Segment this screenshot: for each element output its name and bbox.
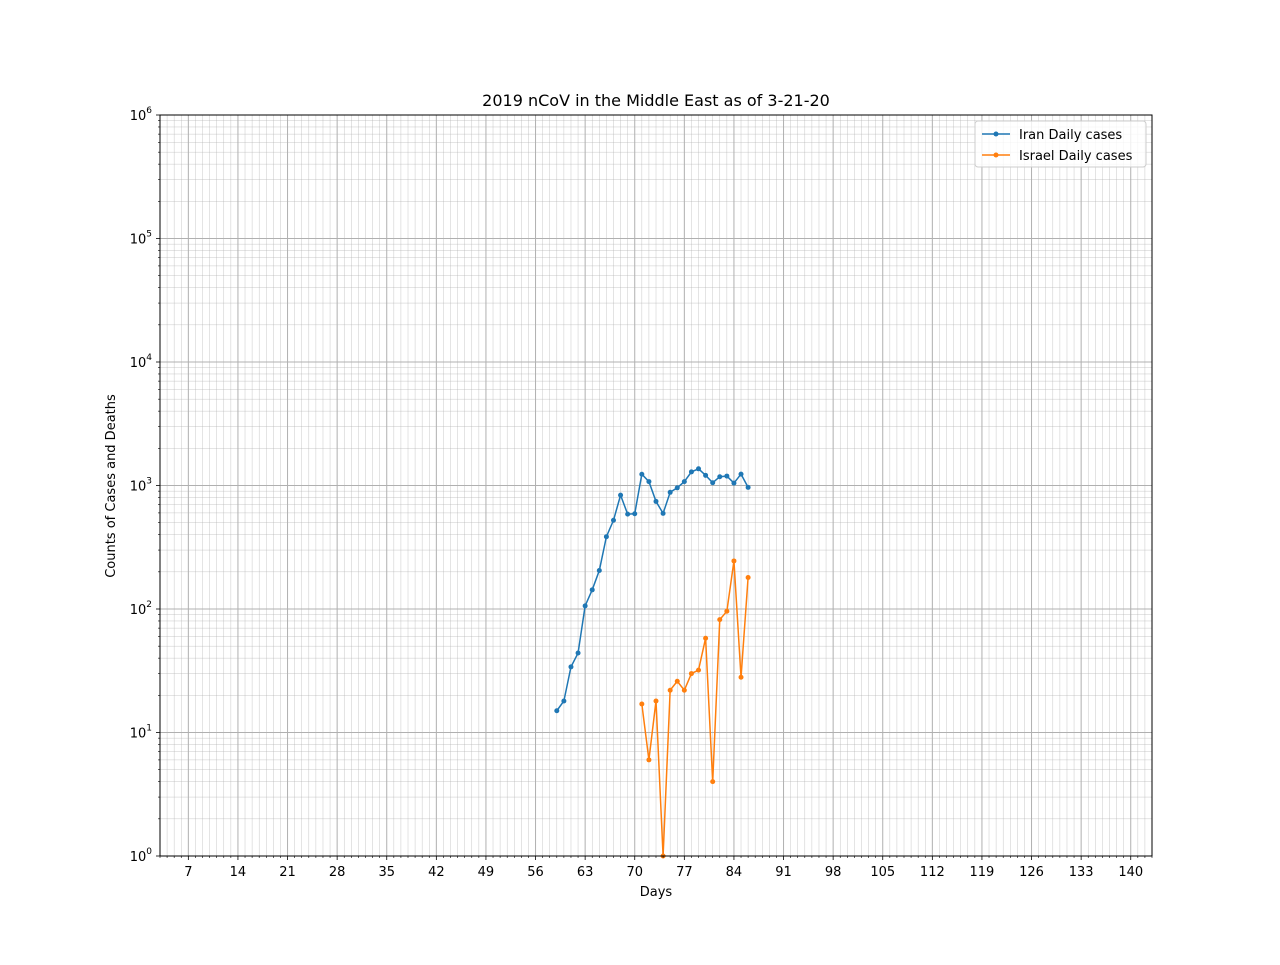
data-point-iran-daily-cases: [582, 603, 588, 609]
legend-label-israel: Israel Daily cases: [1019, 149, 1133, 164]
series-line-israel-daily-cases: [641, 560, 749, 857]
data-point-israel-daily-cases: [646, 757, 652, 763]
data-point-iran-daily-cases: [610, 517, 616, 523]
data-point-israel-daily-cases: [674, 678, 680, 684]
data-point-iran-daily-cases: [646, 479, 652, 485]
x-tick-label: 98: [825, 865, 842, 880]
x-tick-label: 133: [1069, 865, 1094, 880]
data-point-iran-daily-cases: [731, 480, 737, 486]
x-tick-label: 42: [428, 865, 445, 880]
data-point-iran-daily-cases: [681, 479, 687, 485]
data-point-israel-daily-cases: [681, 687, 687, 693]
data-point-israel-daily-cases: [717, 617, 723, 623]
x-tick-label: 70: [626, 865, 643, 880]
data-point-iran-daily-cases: [724, 473, 730, 479]
x-tick-label: 35: [378, 865, 395, 880]
data-point-iran-daily-cases: [603, 534, 609, 540]
data-point-israel-daily-cases: [696, 667, 702, 673]
data-point-iran-daily-cases: [589, 587, 595, 593]
data-point-iran-daily-cases: [738, 471, 744, 477]
data-point-iran-daily-cases: [632, 511, 638, 517]
data-point-israel-daily-cases: [688, 671, 694, 677]
x-tick-label: 119: [970, 865, 995, 880]
y-tick-label: 100: [130, 847, 153, 865]
data-point-israel-daily-cases: [703, 635, 709, 641]
data-point-israel-daily-cases: [731, 558, 737, 564]
series-iran-daily-cases: [554, 466, 751, 714]
legend-box: [974, 120, 1147, 168]
x-tick-label: 14: [230, 865, 247, 880]
x-axis-label: Days: [640, 885, 673, 900]
x-tick-label: 49: [478, 865, 495, 880]
y-tick-label: 106: [130, 106, 153, 124]
y-tick-label: 105: [130, 230, 152, 248]
x-tick-label: 91: [775, 865, 792, 880]
x-tick-label: 105: [870, 865, 895, 880]
data-point-israel-daily-cases: [738, 674, 744, 680]
legend: Iran Daily cases Israel Daily cases: [974, 120, 1147, 168]
legend-label-iran: Iran Daily cases: [1019, 128, 1122, 143]
data-point-iran-daily-cases: [745, 484, 751, 490]
data-point-iran-daily-cases: [660, 510, 666, 516]
data-point-iran-daily-cases: [625, 511, 631, 517]
data-point-iran-daily-cases: [667, 489, 673, 495]
data-point-iran-daily-cases: [688, 469, 694, 475]
x-axis-ticks: 7 14 21 28 35 42 49 56 63 70 77 84 91 98 105 112 119 126 1…: [159, 856, 1153, 880]
y-tick-label: 103: [130, 477, 152, 495]
series-line-iran-daily-cases: [556, 467, 749, 712]
data-point-iran-daily-cases: [568, 664, 574, 670]
series-israel-daily-cases: [639, 558, 751, 859]
data-point-iran-daily-cases: [596, 567, 602, 573]
data-point-iran-daily-cases: [653, 498, 659, 504]
data-point-iran-daily-cases: [717, 474, 723, 480]
data-point-iran-daily-cases: [710, 480, 716, 486]
data-point-israel-daily-cases: [724, 608, 730, 614]
data-point-iran-daily-cases: [703, 472, 709, 478]
x-tick-label: 7: [184, 865, 192, 880]
data-point-iran-daily-cases: [561, 698, 567, 704]
x-tick-label: 28: [329, 865, 346, 880]
data-point-iran-daily-cases: [618, 492, 624, 498]
x-tick-label: 56: [527, 865, 544, 880]
y-tick-label: 104: [130, 353, 153, 371]
x-tick-label: 63: [577, 865, 594, 880]
legend-marker-israel: [993, 152, 999, 158]
y-tick-label: 101: [130, 724, 152, 742]
y-axis-label: Counts of Cases and Deaths: [104, 394, 119, 578]
data-point-israel-daily-cases: [710, 779, 716, 785]
data-point-israel-daily-cases: [653, 698, 659, 704]
x-tick-label: 21: [279, 865, 296, 880]
y-axis-ticks: 100 101 102 103 104 105 106: [130, 106, 160, 865]
series-layer: [554, 466, 751, 859]
y-tick-label: 102: [130, 600, 152, 618]
x-tick-label: 84: [726, 865, 743, 880]
legend-marker-iran: [993, 131, 999, 137]
data-point-iran-daily-cases: [639, 471, 645, 477]
data-point-iran-daily-cases: [575, 650, 581, 656]
data-point-iran-daily-cases: [554, 708, 560, 714]
data-point-israel-daily-cases: [745, 574, 751, 580]
x-tick-label: 126: [1019, 865, 1044, 880]
x-tick-label: 77: [676, 865, 693, 880]
data-point-iran-daily-cases: [674, 485, 680, 491]
data-point-israel-daily-cases: [639, 701, 645, 707]
data-point-iran-daily-cases: [696, 466, 702, 472]
x-tick-label: 140: [1118, 865, 1143, 880]
data-point-israel-daily-cases: [667, 687, 673, 693]
x-tick-label: 112: [920, 865, 945, 880]
chart-title: 2019 nCoV in the Middle East as of 3-21-…: [482, 91, 830, 110]
